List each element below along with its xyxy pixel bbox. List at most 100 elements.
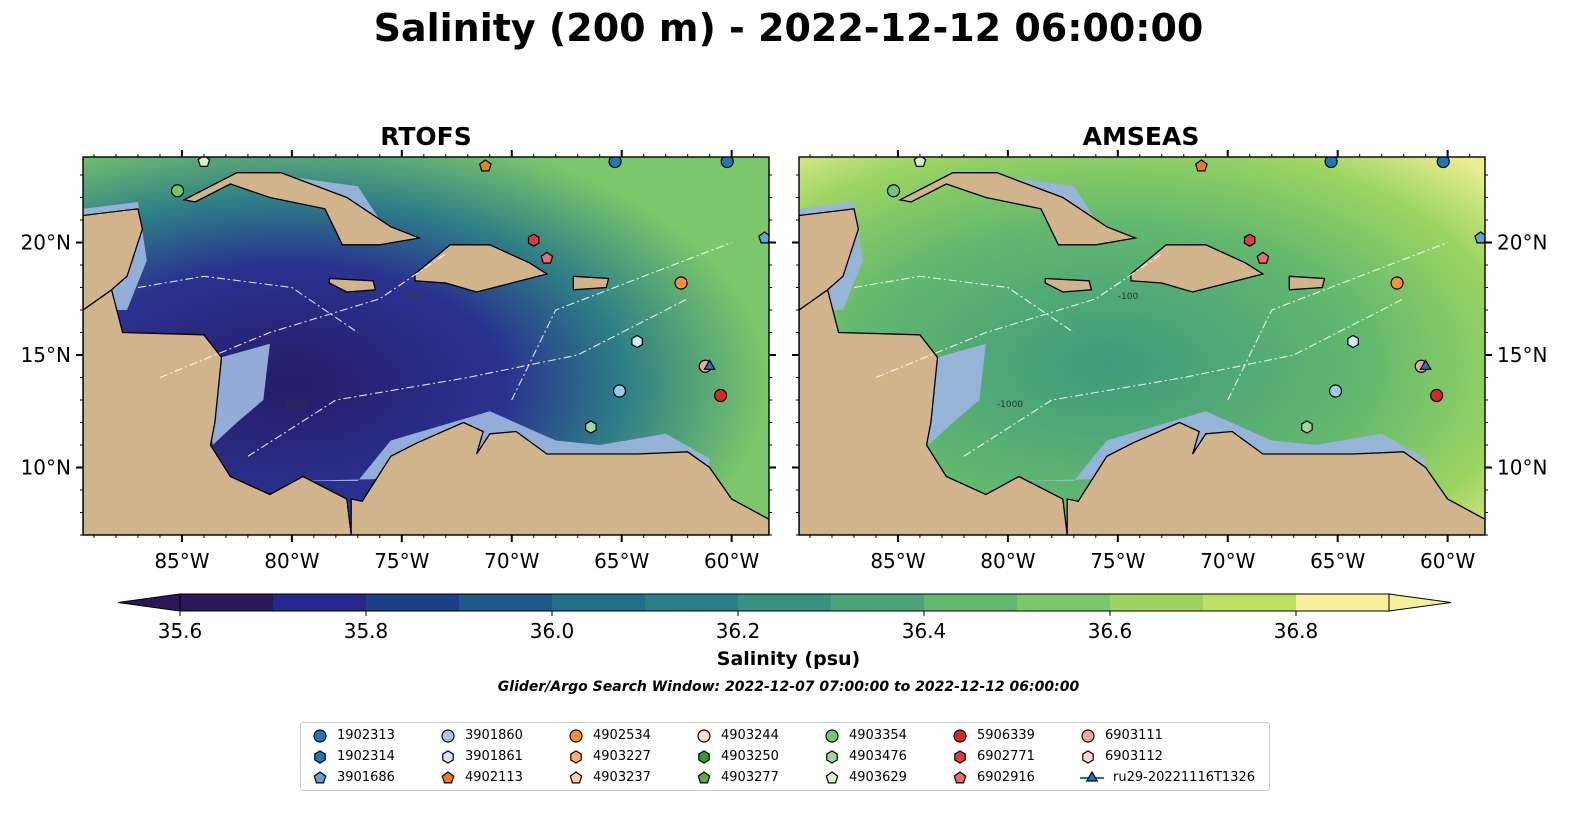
legend-label: 3901860: [465, 727, 523, 743]
legend-marker: [826, 750, 838, 764]
legend-item: 4903244: [695, 725, 779, 745]
amseas-land-jamaica: [1044, 277, 1093, 293]
legend-label: 6902771: [977, 748, 1035, 764]
colorbar-bin: [552, 594, 646, 611]
colorbar-tick-label: 35.8: [344, 619, 389, 643]
amseas-y-tick-label: 20°N: [1497, 231, 1547, 255]
amseas-observation-3901686: [1474, 231, 1485, 244]
legend-label: 4903244: [721, 727, 779, 743]
rtofs-map: -1000 -100 85°W 80°W 75°W 70°W 65°W 60°W 10°N 15°…: [21, 150, 776, 573]
colorbar-tick-label: 36.0: [530, 619, 575, 643]
amseas-observation-ru29-20221116T1326: [1419, 359, 1432, 370]
colorbar-bin: [1203, 594, 1297, 611]
colorbar-bin: [1017, 594, 1111, 611]
rtofs-observation-4902113: [478, 159, 492, 172]
amseas-observation-4902113: [1194, 159, 1208, 172]
legend-marker: [697, 771, 711, 784]
colorbar-tick-label: 36.2: [716, 619, 761, 643]
legend-marker-circle-icon: [825, 729, 839, 743]
legend-marker-circle-icon: [953, 729, 967, 743]
rtofs-eez-line-0: [159, 253, 447, 379]
legend-label: 3901861: [465, 748, 523, 764]
legend-item: 3901861: [439, 746, 523, 766]
legend-marker-hexagon-icon: [1082, 750, 1094, 764]
legend-marker-circle-icon: [441, 729, 455, 743]
legend-marker: [954, 750, 966, 764]
legend-label: 4903354: [849, 727, 907, 743]
amseas-observation-3901860: [1328, 384, 1343, 398]
rtofs-x-tick-label: 60°W: [704, 549, 759, 573]
legend-item: 4903250: [695, 746, 779, 766]
legend-label: 4902534: [593, 727, 651, 743]
rtofs-eez-line-2: [511, 241, 732, 401]
rtofs-x-tick-label: 80°W: [264, 549, 319, 573]
amseas-x-tick-label: 75°W: [1090, 549, 1145, 573]
colorbar-label: Salinity (psu): [716, 648, 861, 670]
legend-label: 4903277: [721, 769, 779, 785]
colorbar-tick-label: 36.4: [902, 619, 947, 643]
amseas-eez-line-3: [853, 275, 1075, 333]
amseas-land-cuba: [898, 172, 1138, 246]
search-window-note: Glider/Argo Search Window: 2022-12-07 07…: [497, 679, 1080, 695]
amseas-y-tick-label: 15°N: [1497, 343, 1547, 367]
colorbar-bin: [180, 594, 274, 611]
legend-marker: [953, 771, 967, 784]
amseas-map: -1000 -100 85°W 80°W 75°W 70°W 65°W 60°W 10°N 15°…: [792, 150, 1547, 573]
rtofs-land-south_america: [350, 421, 769, 535]
legend-item: 4903354: [823, 725, 907, 745]
amseas-x-tick-label: 80°W: [980, 549, 1035, 573]
colorbar-bin: [273, 594, 367, 611]
legend-label: 4902113: [465, 769, 523, 785]
legend-marker: [442, 750, 454, 764]
colorbar-tick-label: 35.6: [158, 619, 203, 643]
legend-marker-hexagon-icon: [698, 750, 710, 764]
colorbar-bin: [366, 594, 460, 611]
colorbar-bin: [831, 594, 925, 611]
amseas-eez-line-2: [1227, 241, 1448, 401]
colorbar-bin: [1110, 594, 1204, 611]
legend-marker-pentagon-icon: [441, 771, 455, 784]
amseas-eez-line-0: [875, 253, 1163, 379]
legend-marker: [569, 771, 583, 784]
amseas-contour-label: -1000: [997, 400, 1023, 410]
rtofs-y-tick-label: 10°N: [21, 456, 71, 480]
legend-marker-hexagon-icon: [954, 750, 966, 764]
legend-label: 4903476: [849, 748, 907, 764]
legend-marker: [1082, 750, 1094, 764]
legend: 1902313 1902314 3901686 3901860 3901861 49021…: [300, 722, 1270, 791]
legend-marker: [697, 729, 711, 743]
legend-label: 6903111: [1105, 727, 1163, 743]
amseas-observation-4903354: [886, 184, 901, 198]
rtofs-observation-3901860: [612, 384, 627, 398]
rtofs-x-tick-label: 65°W: [594, 549, 649, 573]
rtofs-observation-4903476: [585, 420, 597, 434]
legend-label: 4903227: [593, 748, 651, 764]
amseas-frame: [798, 156, 1486, 536]
amseas-x-tick-label: 70°W: [1200, 549, 1255, 573]
rtofs-land-hispaniola: [414, 244, 549, 293]
legend-label: 6903112: [1105, 748, 1163, 764]
legend-item: 3901860: [439, 725, 523, 745]
rtofs-observation-6902771: [527, 233, 540, 247]
legend-item: 1902313: [311, 725, 395, 745]
legend-marker: [825, 771, 839, 784]
legend-item: 4903237: [567, 767, 651, 787]
legend-label: 3901686: [337, 769, 395, 785]
amseas-observation-4903476: [1301, 420, 1313, 434]
legend-marker: [441, 771, 455, 784]
legend-marker-pentagon-icon: [825, 771, 839, 784]
legend-marker: [569, 729, 583, 743]
legend-marker-circle-icon: [569, 729, 583, 743]
rtofs-observation-ru29-20221116T1326: [703, 359, 716, 370]
rtofs-eez-line-1: [247, 298, 688, 457]
rtofs-land-yucatan: [83, 208, 144, 311]
amseas-land-hispaniola: [1130, 244, 1265, 293]
rtofs-land-central_america: [83, 288, 352, 535]
rtofs-frame: [82, 156, 770, 536]
colorbar-extend-high: [1388, 593, 1452, 612]
rtofs-x-tick-label: 85°W: [154, 549, 209, 573]
legend-marker: [314, 750, 326, 764]
colorbar-bin: [459, 594, 553, 611]
legend-item: 4903476: [823, 746, 907, 766]
